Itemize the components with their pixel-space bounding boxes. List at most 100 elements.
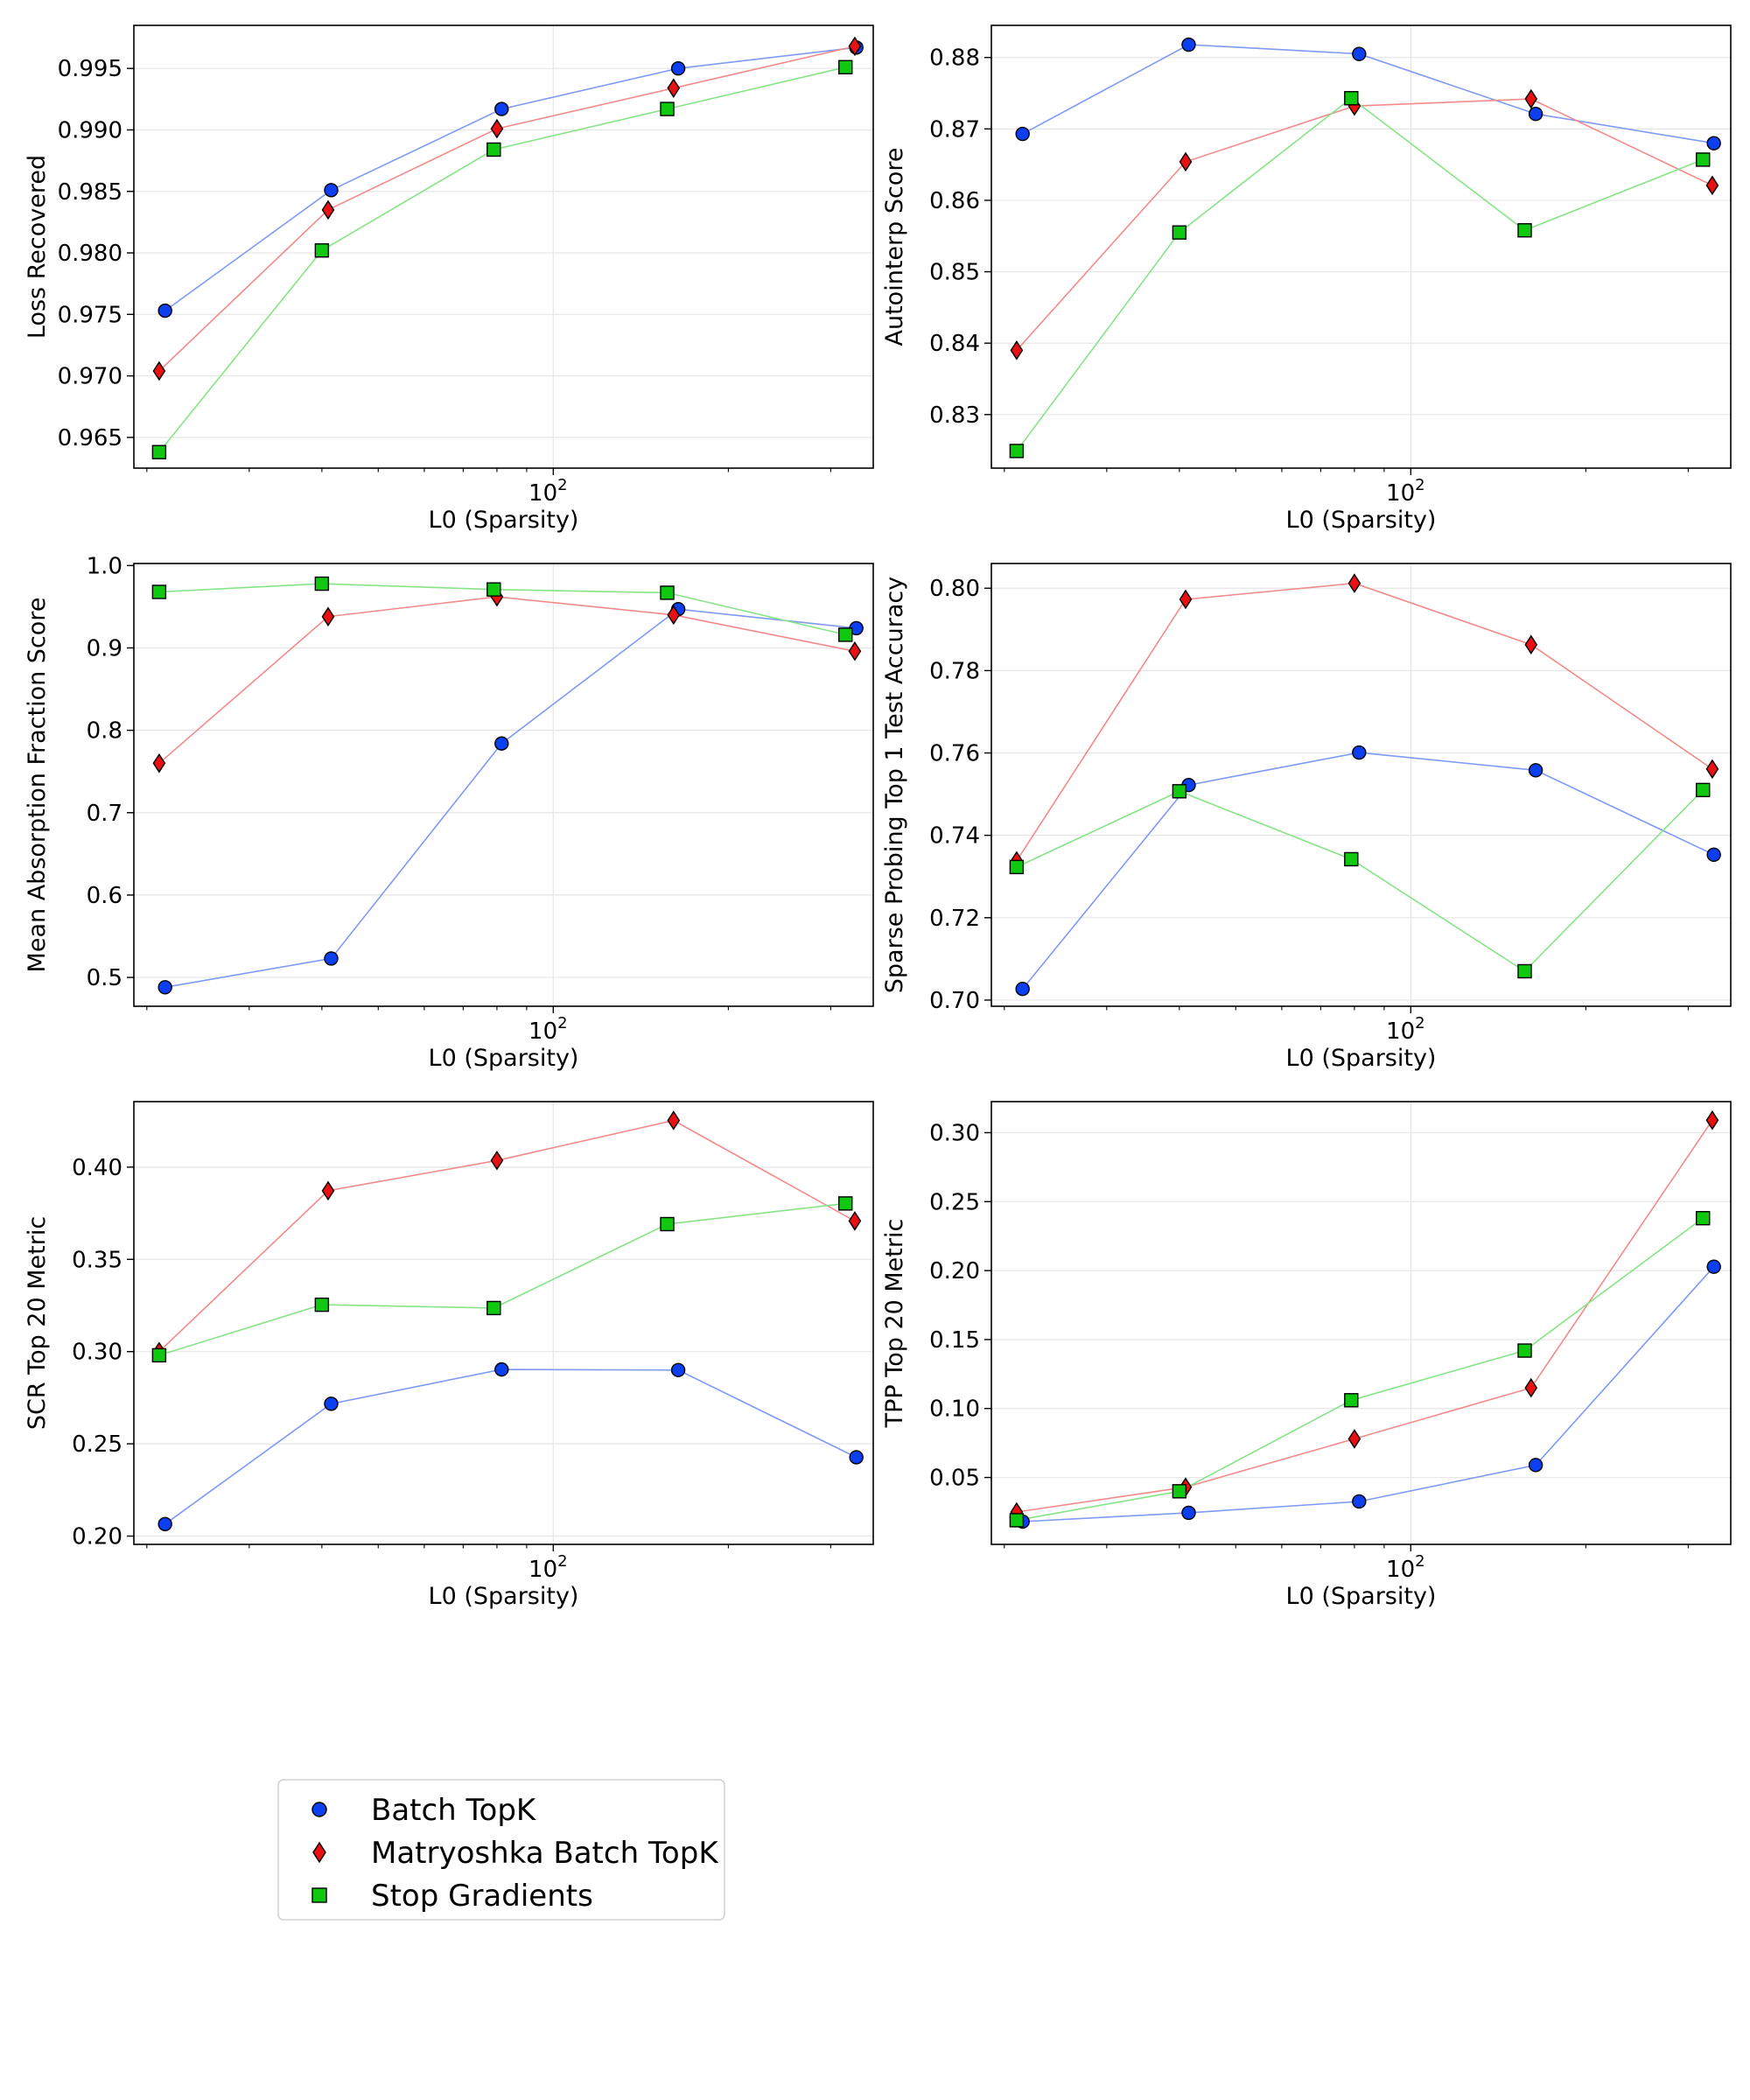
data-point-square [486,582,501,597]
y-tick-label: 0.6 [87,883,122,909]
data-point-square [660,102,675,116]
y-tick-label: 1.0 [87,553,122,579]
data-point-diamond [321,606,335,627]
legend-entry-stop-gradients: Stop Gradients [312,1879,593,1914]
data-point-circle [158,1516,172,1532]
data-point-square [1344,1393,1359,1408]
data-point-circle [1706,1259,1721,1274]
data-point-square [1344,851,1359,867]
legend-entry-matryoshka: Matryoshka Batch TopK [312,1836,719,1871]
data-point-circle [1352,46,1367,61]
data-point-square [314,1297,330,1312]
y-tick-label: 0.990 [58,117,122,144]
y-tick-label: 0.72 [929,906,980,932]
data-point-square [1517,963,1532,979]
y-tick-label: 0.70 [929,988,980,1014]
data-point-diamond [152,360,166,382]
y-tick-label: 0.80 [929,576,980,602]
x-axis-label: L0 (Sparsity) [429,1583,579,1610]
y-tick-label: 0.85 [929,260,980,286]
data-point-square [1172,784,1187,799]
data-point-circle [324,951,339,966]
data-point-circle [1181,37,1196,52]
data-point-diamond [152,753,166,774]
data-point-circle [494,736,509,751]
data-point-circle [1181,1505,1196,1521]
y-tick-label: 0.980 [58,241,122,267]
y-tick-label: 0.970 [58,364,122,390]
data-point-circle [1528,763,1544,778]
y-axis-label: TPP Top 20 Metric [881,1219,908,1429]
axes-frame [133,563,874,1007]
axes-frame [990,1101,1732,1545]
data-point-circle [1352,1494,1367,1509]
data-point-diamond [667,78,681,98]
data-point-diamond [1524,1377,1538,1398]
data-point-diamond [490,1150,504,1171]
y-tick-label: 0.965 [58,425,122,452]
legend-marker-diamond [312,1841,326,1864]
data-point-square [486,1300,501,1316]
y-tick-label: 0.7 [87,801,122,827]
data-point-diamond [848,640,862,662]
x-axis-label: L0 (Sparsity) [429,1045,579,1072]
data-point-square [151,444,167,459]
legend-marker-square [312,1887,327,1903]
y-tick-label: 0.25 [929,1189,980,1215]
data-point-square [1696,152,1711,167]
y-tick-label: 0.975 [58,302,122,328]
data-point-circle [324,183,339,198]
data-point-diamond [1179,151,1193,172]
subplot-grid: 0.9650.9700.9750.9800.9850.9900.995102L0… [24,24,1732,1610]
data-point-diamond [321,200,335,220]
y-tick-label: 0.84 [929,331,980,357]
data-point-square [1696,782,1711,798]
y-tick-label: 0.20 [72,1524,122,1550]
data-point-circle [1352,745,1367,760]
data-point-square [1517,223,1532,238]
data-point-diamond [667,605,681,626]
data-point-diamond [667,1110,681,1130]
data-point-diamond [848,1211,862,1231]
x-axis-label: L0 (Sparsity) [1286,507,1437,534]
legend: Batch TopK Matryoshka Batch TopK Stop Gr… [277,1779,725,1921]
data-point-circle [494,102,509,116]
legend-marker-circle [312,1802,327,1817]
legend-label-batch-topk: Batch TopK [371,1793,537,1828]
data-point-square [1344,91,1359,106]
y-tick-label: 0.74 [929,823,980,850]
data-point-square [838,627,853,642]
data-point-square [1172,1484,1187,1499]
data-point-diamond [1705,175,1719,196]
data-point-square [838,1196,853,1211]
y-tick-label: 0.87 [929,116,980,143]
legend-label-matryoshka: Matryoshka Batch TopK [371,1836,719,1871]
legend-box [277,1779,725,1921]
legend-entry-batch-topk: Batch TopK [312,1793,537,1828]
y-tick-label: 0.5 [87,965,122,991]
y-axis-label: Mean Absorption Fraction Score [24,598,51,973]
y-tick-label: 0.35 [72,1247,122,1273]
y-tick-label: 0.8 [87,718,122,745]
data-point-diamond [1705,1110,1719,1130]
data-point-circle [1706,136,1721,150]
data-point-diamond [1348,573,1362,593]
axes-frame [133,1101,874,1545]
y-axis-label: Sparse Probing Top 1 Test Accuracy [881,577,908,993]
data-point-circle [1015,126,1030,142]
data-point-diamond [848,36,862,57]
axes-frame [990,563,1732,1007]
axes-frame [133,24,874,469]
data-point-square [660,585,675,600]
data-point-circle [1015,982,1030,997]
data-point-square [838,60,853,74]
data-point-square [486,142,501,158]
axes-frame [990,24,1732,469]
data-point-square [1172,225,1187,240]
